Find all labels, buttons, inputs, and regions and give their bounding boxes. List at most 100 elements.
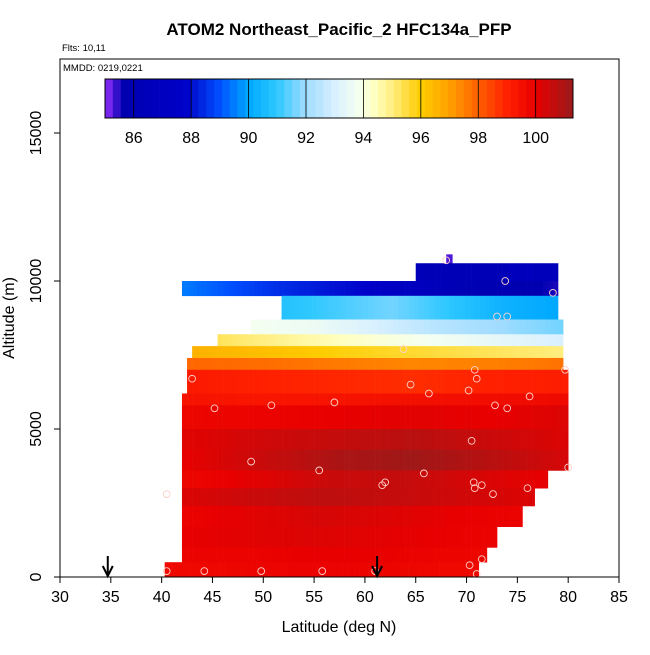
heat-cell <box>471 488 478 507</box>
heat-cell <box>390 334 396 347</box>
heat-cell <box>298 429 305 451</box>
heat-cell <box>430 334 437 347</box>
heat-cell <box>507 470 513 489</box>
colorbar-segment <box>409 79 418 118</box>
heat-cell <box>215 562 221 578</box>
heat-cell <box>537 357 544 371</box>
heat-cell <box>383 319 389 335</box>
heat-cell <box>263 488 269 507</box>
heat-cell <box>288 449 295 471</box>
heat-cell <box>334 357 340 371</box>
colorbar-segment <box>214 79 223 118</box>
heat-cell <box>230 562 237 578</box>
heat-cell <box>563 393 569 406</box>
colorbar-segment <box>167 79 176 118</box>
heat-cell <box>344 357 350 371</box>
heat-cell <box>217 281 223 297</box>
heat-cell <box>202 346 208 359</box>
colorbar-segment <box>190 79 199 118</box>
heat-cell <box>456 547 462 563</box>
heat-cell <box>222 505 228 527</box>
heat-cell <box>288 357 295 371</box>
heat-cell <box>512 470 518 489</box>
heat-cell <box>286 319 293 335</box>
heat-cell <box>273 357 279 371</box>
heat-cell <box>332 319 338 335</box>
heat-cell <box>495 295 501 320</box>
heatmap-cells <box>164 254 569 578</box>
heat-cell <box>303 369 310 394</box>
heat-cell <box>278 357 284 371</box>
heat-cell <box>436 393 442 406</box>
heat-cell <box>354 470 361 489</box>
heat-cell <box>212 526 218 548</box>
heat-cell <box>197 369 203 394</box>
heat-cell <box>481 263 488 282</box>
heat-cell <box>256 319 262 335</box>
heat-cell <box>359 526 366 548</box>
heat-cell <box>507 357 513 371</box>
heat-cell <box>288 334 295 347</box>
heat-cell <box>192 488 198 507</box>
heat-cell <box>202 488 208 507</box>
heat-cell <box>375 547 381 563</box>
heat-cell <box>512 488 518 507</box>
heat-cell <box>190 562 196 578</box>
colorbar-segment <box>495 79 504 118</box>
heat-cell <box>237 369 244 394</box>
heat-cell <box>558 393 564 406</box>
heat-cell <box>309 547 315 563</box>
heat-cell <box>441 547 447 563</box>
heat-cell <box>497 357 503 371</box>
heat-cell <box>298 547 305 563</box>
heat-cell <box>369 334 376 347</box>
heat-cell <box>263 526 269 548</box>
x-tick-label: 80 <box>559 589 577 606</box>
heat-cell <box>507 405 513 430</box>
sample-marker <box>162 490 171 498</box>
heat-cell <box>283 526 289 548</box>
heat-cell <box>354 429 361 451</box>
y-tick-label: 0 <box>28 572 45 581</box>
heat-cell <box>380 357 386 371</box>
colorbar-segment <box>440 79 449 118</box>
heat-cell <box>373 295 379 320</box>
heat-cell <box>469 319 475 335</box>
heat-cell <box>527 334 533 347</box>
sample-marker <box>257 567 266 575</box>
heat-cell <box>522 470 528 489</box>
heat-cell <box>380 505 386 527</box>
heat-cell <box>319 505 325 527</box>
heat-cell <box>314 429 320 451</box>
heat-cell <box>466 346 472 359</box>
heat-cell <box>273 488 279 507</box>
heat-cell <box>354 488 361 507</box>
heat-cell <box>547 429 554 451</box>
heat-cell <box>415 488 422 507</box>
heat-cell <box>390 505 396 527</box>
heat-cell <box>329 488 335 507</box>
colorbar-segment <box>541 79 550 118</box>
heat-cell <box>542 393 549 406</box>
heat-cell <box>258 369 264 394</box>
heat-cell <box>253 449 259 471</box>
heat-cell <box>497 505 503 527</box>
heat-cell <box>222 488 228 507</box>
heat-cell <box>293 449 300 471</box>
heat-cell <box>354 357 361 371</box>
heat-cell <box>444 319 450 335</box>
heat-cell <box>327 319 333 335</box>
heat-cell <box>403 562 409 578</box>
heat-cell <box>486 505 493 527</box>
heat-cell <box>288 488 295 507</box>
heat-cell <box>232 526 239 548</box>
heat-cell <box>383 562 389 578</box>
heat-cell <box>301 562 308 578</box>
heat-cell <box>540 319 547 335</box>
heat-cell <box>288 393 295 406</box>
heat-cell <box>242 470 249 489</box>
heat-cell <box>507 393 513 406</box>
heat-cell <box>278 547 284 563</box>
heat-cell <box>464 295 470 320</box>
heat-cell <box>298 405 305 430</box>
